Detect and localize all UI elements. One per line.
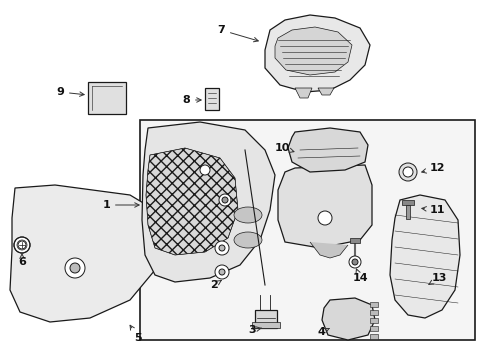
Circle shape — [402, 167, 412, 177]
Bar — [369, 302, 377, 307]
Circle shape — [18, 241, 26, 249]
Circle shape — [398, 163, 416, 181]
Circle shape — [14, 237, 30, 253]
Circle shape — [200, 165, 209, 175]
Circle shape — [215, 241, 228, 255]
Polygon shape — [274, 27, 351, 75]
Circle shape — [219, 269, 224, 275]
Bar — [140, 120, 474, 340]
Polygon shape — [294, 88, 311, 98]
Text: 4: 4 — [317, 327, 328, 337]
Circle shape — [65, 258, 85, 278]
Bar — [405, 205, 409, 219]
Polygon shape — [264, 15, 369, 92]
Bar — [401, 200, 413, 205]
Text: 12: 12 — [421, 163, 445, 173]
Text: 11: 11 — [421, 205, 445, 215]
Bar — [369, 326, 377, 331]
Ellipse shape — [234, 232, 262, 248]
Bar — [254, 310, 276, 328]
Polygon shape — [309, 242, 347, 258]
Circle shape — [351, 259, 357, 265]
Polygon shape — [278, 165, 371, 248]
Text: 1: 1 — [102, 200, 139, 210]
Circle shape — [222, 197, 227, 203]
Bar — [369, 334, 377, 339]
Text: 2: 2 — [210, 280, 221, 290]
Bar — [251, 322, 280, 328]
Text: 3: 3 — [247, 325, 261, 335]
Polygon shape — [146, 148, 238, 255]
Text: 14: 14 — [351, 269, 367, 283]
Bar — [369, 318, 377, 323]
Circle shape — [219, 194, 230, 206]
Bar — [369, 310, 377, 315]
Text: 9: 9 — [56, 87, 84, 97]
Polygon shape — [317, 88, 333, 95]
Polygon shape — [142, 122, 274, 282]
Circle shape — [70, 263, 80, 273]
Text: 8: 8 — [182, 95, 201, 105]
Circle shape — [215, 265, 228, 279]
Polygon shape — [287, 128, 367, 172]
Bar — [204, 88, 219, 110]
Circle shape — [317, 211, 331, 225]
Text: 10: 10 — [274, 143, 293, 153]
Bar — [349, 238, 359, 243]
Text: 5: 5 — [130, 325, 142, 343]
Polygon shape — [321, 298, 374, 340]
Polygon shape — [10, 185, 162, 322]
Polygon shape — [389, 195, 459, 318]
Bar — [88, 82, 126, 114]
Circle shape — [219, 245, 224, 251]
Text: 13: 13 — [428, 273, 447, 284]
Ellipse shape — [234, 207, 262, 223]
Text: 7: 7 — [217, 25, 258, 42]
Circle shape — [348, 256, 360, 268]
Text: 6: 6 — [18, 254, 26, 267]
